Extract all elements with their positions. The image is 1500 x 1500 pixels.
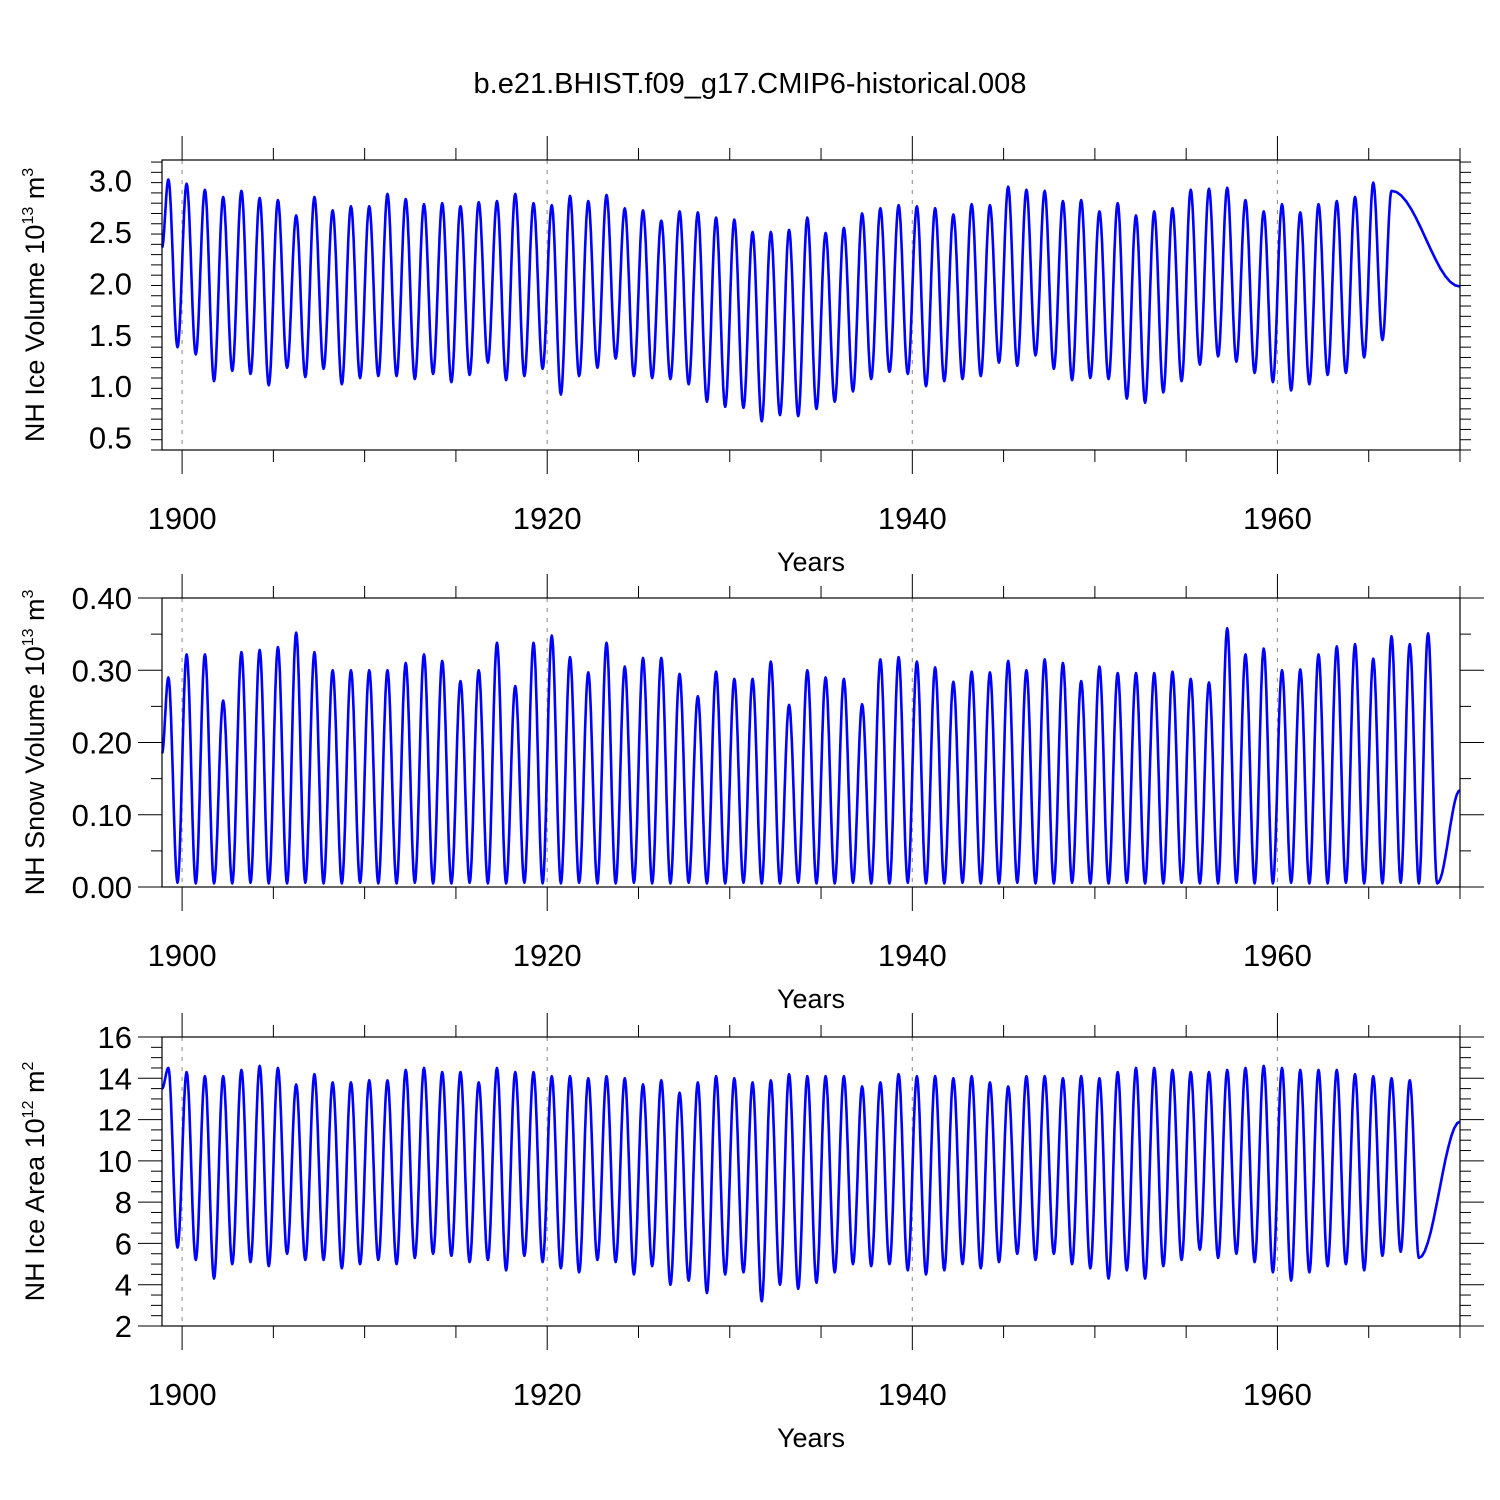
x-tick-label: 1900	[148, 938, 217, 973]
x-tick-label: 1920	[513, 501, 582, 536]
y-tick-label: 12	[98, 1103, 132, 1138]
y-tick-label: 0.00	[72, 870, 132, 905]
x-axis-label: Years	[777, 1423, 845, 1453]
y-ticks	[138, 597, 1484, 888]
y-tick-label: 3.0	[89, 164, 132, 199]
y-axis-label: NH Ice Volume 1013 m3	[20, 168, 50, 442]
y-tick-label: 0.40	[72, 581, 132, 616]
y-tick-label: 10	[98, 1144, 132, 1179]
y-tick-label: 1.5	[89, 318, 132, 353]
x-tick-label: 1940	[878, 1377, 947, 1412]
x-ticks	[181, 136, 1461, 474]
y-tick-label: 8	[115, 1185, 132, 1220]
y-ticks	[151, 161, 1471, 451]
y-tick-label: 2	[115, 1309, 132, 1344]
y-tick-label: 14	[98, 1061, 132, 1096]
y-tick-label: 2.5	[89, 215, 132, 250]
x-tick-label: 1960	[1243, 501, 1312, 536]
series-line	[160, 627, 1461, 885]
x-tick-label: 1920	[513, 938, 582, 973]
x-tick-label: 1900	[148, 1377, 217, 1412]
y-tick-label: 16	[98, 1020, 132, 1055]
x-tick-label: 1940	[878, 938, 947, 973]
x-axis-label: Years	[777, 984, 845, 1014]
y-tick-label: 0.30	[72, 653, 132, 688]
y-axis-label: NH Ice Area 1012 m2	[20, 1062, 50, 1302]
y-ticks	[138, 1036, 1484, 1327]
y-tick-label: 2.0	[89, 266, 132, 301]
series-line	[161, 1064, 1461, 1303]
x-ticks	[181, 1013, 1461, 1350]
x-ticks	[181, 574, 1461, 911]
y-tick-label: 0.20	[72, 726, 132, 761]
panel-snow-volume: 0.00 0.10 0.20 0.30 0.40 1900 1920 1940 1960 Year…	[20, 574, 1484, 1014]
x-tick-label: 1960	[1243, 938, 1312, 973]
x-tick-label: 1960	[1243, 1377, 1312, 1412]
series-line	[160, 178, 1461, 423]
y-tick-label: 6	[115, 1226, 132, 1261]
x-tick-label: 1920	[513, 1377, 582, 1412]
chart-title: b.e21.BHIST.f09_g17.CMIP6-historical.008	[473, 68, 1027, 100]
y-tick-label: 0.10	[72, 798, 132, 833]
panel-ice-volume: 0.5 1.0 1.5 2.0 2.5 3.0 1900 1920 1940 1960 Years N…	[20, 136, 1471, 577]
y-tick-label: 1.0	[89, 369, 132, 404]
y-axis-label: NH Snow Volume 1013 m3	[20, 589, 50, 895]
plot-frame	[161, 159, 1461, 451]
panel-ice-area: 2 4 6 8 10 12 14 16 1900 1920 1940 1960 Years NH Ice …	[20, 1013, 1484, 1453]
x-tick-label: 1900	[148, 501, 217, 536]
x-tick-label: 1940	[878, 501, 947, 536]
x-axis-label: Years	[777, 547, 845, 577]
y-tick-label: 0.5	[89, 421, 132, 456]
y-tick-label: 4	[115, 1268, 132, 1303]
